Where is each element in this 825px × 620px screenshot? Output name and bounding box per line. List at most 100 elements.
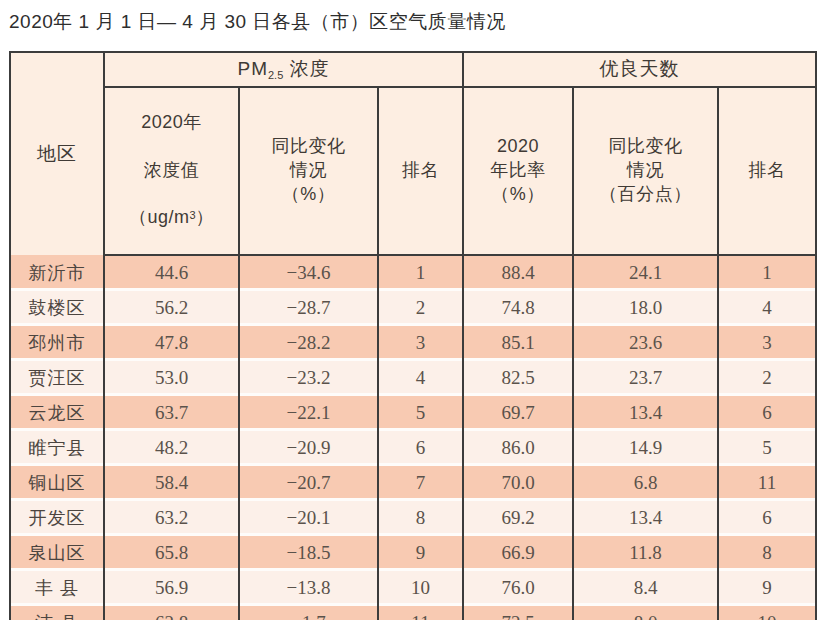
good-rank-cell: 6 <box>718 396 816 431</box>
page-title: 2020年 1 月 1 日— 4 月 30 日各县（市）区空气质量情况 <box>9 9 816 36</box>
table-row: 丰 县 56.9 −13.8 10 76.0 8.4 9 <box>10 571 816 606</box>
good-rate-cell: 86.0 <box>463 431 573 466</box>
pm-rank-cell: 7 <box>378 466 463 501</box>
good-change-cell: 11.8 <box>573 536 718 571</box>
pm-value-cell: 65.8 <box>104 536 239 571</box>
pm-value-cell: 47.8 <box>104 326 239 361</box>
good-rate-cell: 70.0 <box>463 466 573 501</box>
table-row: 云龙区 63.7 −22.1 5 69.7 13.4 6 <box>10 396 816 431</box>
pm-value-cell: 63.2 <box>104 501 239 536</box>
good-rate-cell: 88.4 <box>463 255 573 291</box>
good-change-cell: 18.0 <box>573 291 718 326</box>
good-rank-cell: 8 <box>718 536 816 571</box>
region-cell: 鼓楼区 <box>10 291 104 326</box>
table-header: 地区 PM2.5 浓度 优良天数 2020年 浓度值 （ug/m3） 同比变化 … <box>10 52 816 255</box>
pm-rank-cell: 6 <box>378 431 463 466</box>
region-cell: 新沂市 <box>10 255 104 291</box>
pm-rank-cell: 10 <box>378 571 463 606</box>
region-cell: 丰 县 <box>10 571 104 606</box>
col-header-pm-change: 同比变化 情况 （%） <box>239 87 378 255</box>
col-header-pm-concentration: 2020年 浓度值 （ug/m3） <box>104 87 239 255</box>
pm-change-cell: −22.1 <box>239 396 378 431</box>
good-rate-cell: 82.5 <box>463 361 573 396</box>
col-header-region: 地区 <box>10 52 104 255</box>
pm-value-cell: 58.4 <box>104 466 239 501</box>
good-rate-cell: 74.8 <box>463 291 573 326</box>
pm-conc-line1: 2020年 <box>105 111 238 135</box>
col-header-pm-rank: 排名 <box>378 87 463 255</box>
region-cell: 铜山区 <box>10 466 104 501</box>
good-rate-cell: 66.9 <box>463 536 573 571</box>
good-rate-cell: 72.5 <box>463 606 573 620</box>
pm-change-cell: −23.2 <box>239 361 378 396</box>
air-quality-table: 地区 PM2.5 浓度 优良天数 2020年 浓度值 （ug/m3） 同比变化 … <box>9 51 817 620</box>
table-body: 新沂市 44.6 −34.6 1 88.4 24.1 1 鼓楼区 56.2 −2… <box>10 255 816 620</box>
table-row: 沛 县 62.8 −1.7 11 72.5 8.0 10 <box>10 606 816 620</box>
pm-change-cell: −1.7 <box>239 606 378 620</box>
pm-change-cell: −28.7 <box>239 291 378 326</box>
pm-conc-unit-post: ） <box>196 207 215 227</box>
good-rate-cell: 69.7 <box>463 396 573 431</box>
pm-value-cell: 62.8 <box>104 606 239 620</box>
pm-conc-unit-pre: （ug/m <box>129 207 190 227</box>
good-change-cell: 24.1 <box>573 255 718 291</box>
col-group-pm25: PM2.5 浓度 <box>104 52 463 87</box>
pm-change-cell: −13.8 <box>239 571 378 606</box>
good-rank-cell: 2 <box>718 361 816 396</box>
region-cell: 睢宁县 <box>10 431 104 466</box>
pm-value-cell: 48.2 <box>104 431 239 466</box>
good-rank-cell: 11 <box>718 466 816 501</box>
good-rank-cell: 10 <box>718 606 816 620</box>
pm-change-cell: −28.2 <box>239 326 378 361</box>
pm-change-cell: −20.7 <box>239 466 378 501</box>
table-row: 铜山区 58.4 −20.7 7 70.0 6.8 11 <box>10 466 816 501</box>
article-page: 2020年 1 月 1 日— 4 月 30 日各县（市）区空气质量情况 地区 P… <box>0 0 825 620</box>
pm-conc-line2: 浓度值 <box>105 159 238 183</box>
good-change-cell: 23.7 <box>573 361 718 396</box>
region-cell: 泉山区 <box>10 536 104 571</box>
good-rank-cell: 3 <box>718 326 816 361</box>
pm-conc-unit: （ug/m3） <box>105 206 238 230</box>
pm25-suffix: 浓度 <box>283 58 329 79</box>
good-rate-cell: 76.0 <box>463 571 573 606</box>
pm-value-cell: 44.6 <box>104 255 239 291</box>
table-row: 邳州市 47.8 −28.2 3 85.1 23.6 3 <box>10 326 816 361</box>
good-rank-cell: 6 <box>718 501 816 536</box>
col-header-good-change: 同比变化 情况 （百分点） <box>573 87 718 255</box>
good-change-cell: 23.6 <box>573 326 718 361</box>
region-cell: 邳州市 <box>10 326 104 361</box>
good-change-cell: 13.4 <box>573 501 718 536</box>
pm25-prefix: PM <box>237 58 268 79</box>
pm-rank-cell: 2 <box>378 291 463 326</box>
region-cell: 贾汪区 <box>10 361 104 396</box>
pm-rank-cell: 3 <box>378 326 463 361</box>
pm-rank-cell: 1 <box>378 255 463 291</box>
good-rate-cell: 69.2 <box>463 501 573 536</box>
good-rank-cell: 5 <box>718 431 816 466</box>
table-row: 新沂市 44.6 −34.6 1 88.4 24.1 1 <box>10 255 816 291</box>
pm-change-cell: −20.1 <box>239 501 378 536</box>
good-change-cell: 8.0 <box>573 606 718 620</box>
header-sub-row: 2020年 浓度值 （ug/m3） 同比变化 情况 （%） 排名 2020 年比… <box>10 87 816 255</box>
table-row: 开发区 63.2 −20.1 8 69.2 13.4 6 <box>10 501 816 536</box>
pm-change-cell: −18.5 <box>239 536 378 571</box>
col-header-good-rank: 排名 <box>718 87 816 255</box>
col-header-good-rate: 2020 年比率 （%） <box>463 87 573 255</box>
pm-change-cell: −20.9 <box>239 431 378 466</box>
pm-value-cell: 53.0 <box>104 361 239 396</box>
region-cell: 云龙区 <box>10 396 104 431</box>
pm-rank-cell: 5 <box>378 396 463 431</box>
header-group-row: 地区 PM2.5 浓度 优良天数 <box>10 52 816 87</box>
region-cell: 开发区 <box>10 501 104 536</box>
good-change-cell: 13.4 <box>573 396 718 431</box>
pm-value-cell: 63.7 <box>104 396 239 431</box>
col-group-good-days: 优良天数 <box>463 52 816 87</box>
good-rate-cell: 85.1 <box>463 326 573 361</box>
pm25-subscript: 2.5 <box>268 69 283 81</box>
good-change-cell: 6.8 <box>573 466 718 501</box>
pm-change-cell: −34.6 <box>239 255 378 291</box>
pm-value-cell: 56.9 <box>104 571 239 606</box>
table-row: 鼓楼区 56.2 −28.7 2 74.8 18.0 4 <box>10 291 816 326</box>
good-change-cell: 14.9 <box>573 431 718 466</box>
pm-rank-cell: 4 <box>378 361 463 396</box>
